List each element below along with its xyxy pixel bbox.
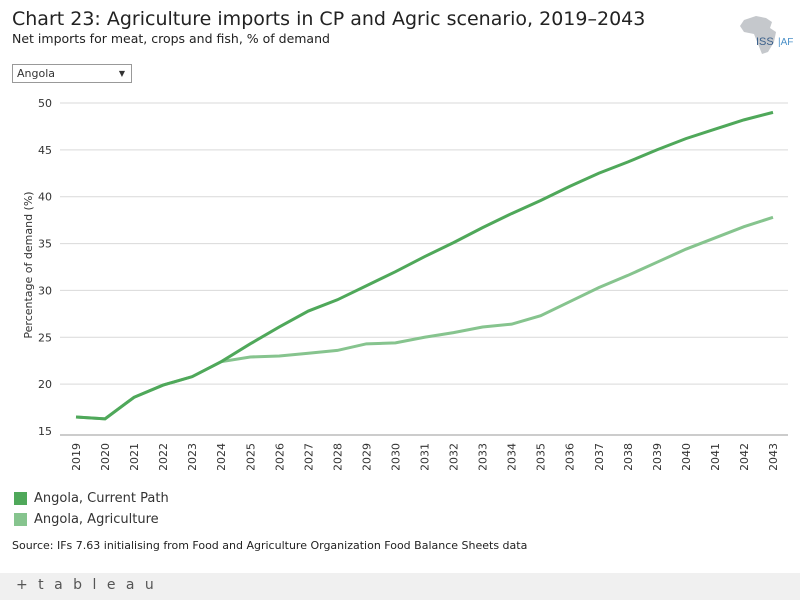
x-tick-label: 2031: [419, 443, 432, 470]
x-tick-label: 2022: [157, 443, 170, 470]
x-tick-label: 2039: [651, 443, 664, 470]
x-tick-label: 2033: [477, 443, 490, 470]
x-tick-label: 2037: [593, 443, 606, 470]
y-tick-label: 15: [38, 425, 52, 438]
legend-item-agriculture[interactable]: Angola, Agriculture: [14, 509, 169, 530]
legend-swatch: [14, 492, 27, 505]
svg-text:ISS: ISS: [756, 36, 774, 48]
x-tick-label: 2027: [302, 443, 315, 470]
x-tick-label: 2032: [448, 443, 461, 470]
x-tick-label: 2023: [186, 443, 199, 470]
y-tick-label: 25: [38, 331, 52, 344]
x-tick-label: 2025: [244, 443, 257, 470]
x-tick-label: 2028: [331, 443, 344, 470]
y-tick-label: 50: [38, 97, 52, 110]
y-tick-label: 40: [38, 191, 52, 204]
y-axis-label: Percentage of demand (%): [22, 191, 35, 338]
x-tick-label: 2034: [506, 443, 519, 470]
tableau-footer: + t a b l e a u: [0, 573, 800, 600]
tableau-logo[interactable]: + t a b l e a u: [16, 577, 157, 593]
chart-title: Chart 23: Agriculture imports in CP and …: [12, 8, 646, 30]
country-dropdown-value: Angola: [17, 67, 56, 80]
x-tick-label: 2030: [389, 443, 402, 470]
x-tick-label: 2026: [273, 443, 286, 470]
series-line-agriculture[interactable]: [75, 215, 774, 421]
x-tick-label: 2038: [622, 443, 635, 470]
chevron-down-icon: ▼: [118, 69, 125, 78]
x-tick-label: 2019: [70, 443, 83, 470]
x-tick-label: 2029: [360, 443, 373, 470]
x-tick-label: 2020: [99, 443, 112, 470]
y-tick-label: 35: [38, 238, 52, 251]
legend-label: Angola, Current Path: [34, 491, 169, 506]
legend-label: Angola, Agriculture: [34, 512, 159, 527]
iss-africa-logo: ISS |AF: [740, 16, 793, 54]
x-tick-label: 2024: [215, 443, 228, 470]
x-tick-label: 2040: [680, 443, 693, 470]
source-note: Source: IFs 7.63 initialising from Food …: [12, 539, 528, 552]
x-tick-label: 2043: [767, 443, 780, 470]
x-tick-label: 2041: [709, 443, 722, 470]
legend-swatch: [14, 513, 27, 526]
country-dropdown[interactable]: Angola ▼: [12, 64, 132, 83]
legend: Angola, Current Path Angola, Agriculture: [14, 488, 169, 530]
y-tick-label: 20: [38, 378, 52, 391]
x-tick-label: 2036: [564, 443, 577, 470]
chart-subtitle: Net imports for meat, crops and fish, % …: [12, 31, 330, 46]
x-tick-label: 2042: [738, 443, 751, 470]
y-tick-label: 45: [38, 144, 52, 157]
x-tick-label: 2021: [128, 443, 141, 470]
y-tick-label: 30: [38, 284, 52, 297]
series-line-current-path[interactable]: [75, 110, 774, 421]
legend-item-current-path[interactable]: Angola, Current Path: [14, 488, 169, 509]
svg-text:|AF: |AF: [778, 37, 793, 48]
x-tick-label: 2035: [535, 443, 548, 470]
